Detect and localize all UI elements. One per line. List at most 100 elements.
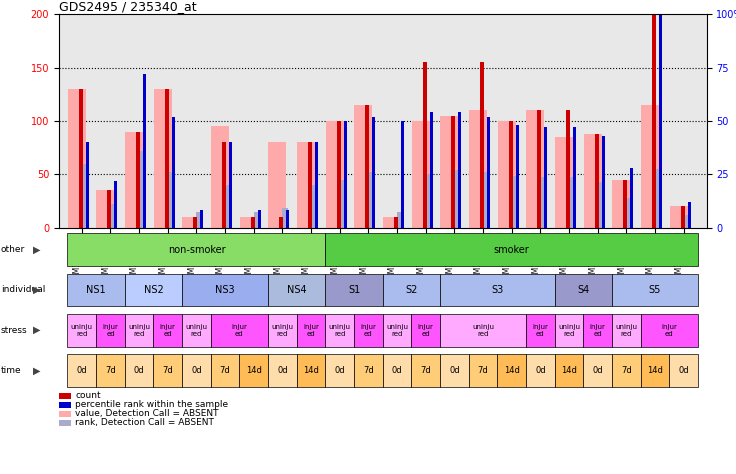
Bar [315, 142, 318, 228]
Text: uninju
red: uninju red [329, 324, 351, 337]
FancyBboxPatch shape [210, 314, 268, 346]
Text: S1: S1 [348, 285, 360, 295]
Bar [512, 176, 517, 228]
Text: S2: S2 [406, 285, 417, 295]
Text: injur
ed: injur ed [102, 324, 118, 337]
Bar [200, 210, 203, 228]
FancyBboxPatch shape [383, 273, 440, 306]
Bar [584, 134, 601, 228]
Bar [79, 89, 83, 228]
Text: uninju
red: uninju red [472, 324, 494, 337]
Bar [59, 393, 71, 399]
Bar [139, 151, 145, 228]
Bar [595, 134, 598, 228]
Text: 14d: 14d [647, 366, 663, 375]
Text: uninju
red: uninju red [386, 324, 408, 337]
Text: 0d: 0d [277, 366, 288, 375]
Text: 0d: 0d [191, 366, 202, 375]
Bar [469, 110, 487, 228]
Text: injur
ed: injur ed [662, 324, 677, 337]
Bar [168, 172, 174, 228]
Text: 0d: 0d [134, 366, 144, 375]
FancyBboxPatch shape [153, 314, 182, 346]
FancyBboxPatch shape [239, 354, 268, 387]
Text: 7d: 7d [105, 366, 116, 375]
Text: percentile rank within the sample: percentile rank within the sample [75, 401, 228, 410]
Bar [225, 185, 231, 228]
Bar [283, 209, 289, 228]
Text: 0d: 0d [679, 366, 689, 375]
Bar [411, 121, 430, 228]
Text: injur
ed: injur ed [232, 324, 247, 337]
Bar [194, 217, 197, 228]
FancyBboxPatch shape [440, 314, 526, 346]
Bar [68, 89, 86, 228]
Bar [641, 105, 659, 228]
FancyBboxPatch shape [210, 354, 239, 387]
FancyBboxPatch shape [96, 314, 125, 346]
Bar [687, 202, 690, 228]
Bar [340, 180, 346, 228]
Text: injur
ed: injur ed [361, 324, 376, 337]
Text: individual: individual [1, 285, 45, 294]
Bar [526, 110, 545, 228]
Bar [601, 136, 605, 228]
Text: S5: S5 [649, 285, 661, 295]
FancyBboxPatch shape [612, 314, 640, 346]
FancyBboxPatch shape [125, 354, 153, 387]
FancyBboxPatch shape [182, 354, 210, 387]
Bar [487, 117, 490, 228]
Text: 14d: 14d [561, 366, 577, 375]
Bar [125, 132, 143, 228]
Bar [251, 217, 255, 228]
Bar [598, 182, 604, 228]
Bar [326, 121, 344, 228]
Bar [269, 142, 286, 228]
Text: injur
ed: injur ed [590, 324, 606, 337]
Bar [183, 217, 200, 228]
Bar [422, 62, 427, 228]
Text: uninju
red: uninju red [272, 324, 294, 337]
Bar [59, 420, 71, 426]
Text: uninju
red: uninju red [185, 324, 208, 337]
Bar [372, 117, 375, 228]
Bar [545, 128, 548, 228]
FancyBboxPatch shape [612, 354, 640, 387]
FancyBboxPatch shape [68, 314, 96, 346]
FancyBboxPatch shape [555, 273, 612, 306]
FancyBboxPatch shape [68, 233, 325, 266]
Bar [630, 168, 634, 228]
FancyBboxPatch shape [640, 354, 669, 387]
Text: rank, Detection Call = ABSENT: rank, Detection Call = ABSENT [75, 419, 214, 428]
Text: 7d: 7d [163, 366, 173, 375]
Bar [308, 142, 312, 228]
FancyBboxPatch shape [383, 314, 411, 346]
FancyBboxPatch shape [354, 354, 383, 387]
FancyBboxPatch shape [555, 354, 584, 387]
Bar [171, 117, 175, 228]
Bar [211, 126, 229, 228]
Text: injur
ed: injur ed [303, 324, 319, 337]
FancyBboxPatch shape [125, 314, 153, 346]
Text: other: other [1, 245, 25, 254]
Text: ▶: ▶ [33, 325, 40, 335]
FancyBboxPatch shape [526, 354, 555, 387]
FancyBboxPatch shape [68, 354, 96, 387]
Bar [670, 206, 687, 228]
Bar [451, 116, 456, 228]
Text: NS4: NS4 [287, 285, 307, 295]
Bar [459, 112, 461, 228]
Bar [280, 217, 283, 228]
Bar [480, 62, 484, 228]
Text: ▶: ▶ [33, 365, 40, 375]
Text: count: count [75, 392, 101, 401]
FancyBboxPatch shape [182, 273, 268, 306]
Bar [258, 210, 261, 228]
Text: ▶: ▶ [33, 245, 40, 255]
Text: uninju
red: uninju red [558, 324, 580, 337]
Bar [623, 180, 627, 228]
Text: 0d: 0d [334, 366, 345, 375]
FancyBboxPatch shape [498, 354, 526, 387]
Bar [652, 14, 656, 228]
Text: 0d: 0d [535, 366, 545, 375]
